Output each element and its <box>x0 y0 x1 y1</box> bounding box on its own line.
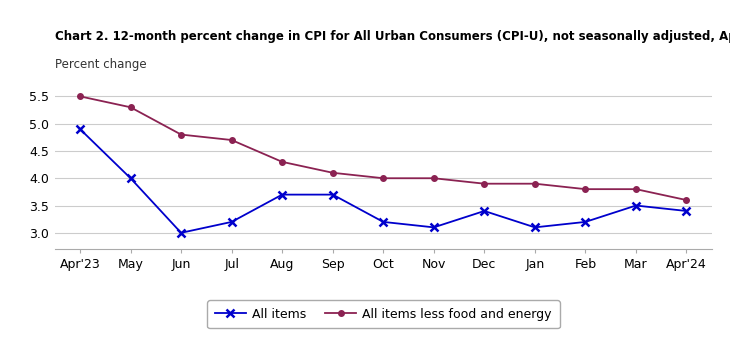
Text: Chart 2. 12-month percent change in CPI for All Urban Consumers (CPI-U), not sea: Chart 2. 12-month percent change in CPI … <box>55 30 730 43</box>
Legend: All items, All items less food and energy: All items, All items less food and energ… <box>207 300 559 328</box>
Text: Percent change: Percent change <box>55 58 147 71</box>
